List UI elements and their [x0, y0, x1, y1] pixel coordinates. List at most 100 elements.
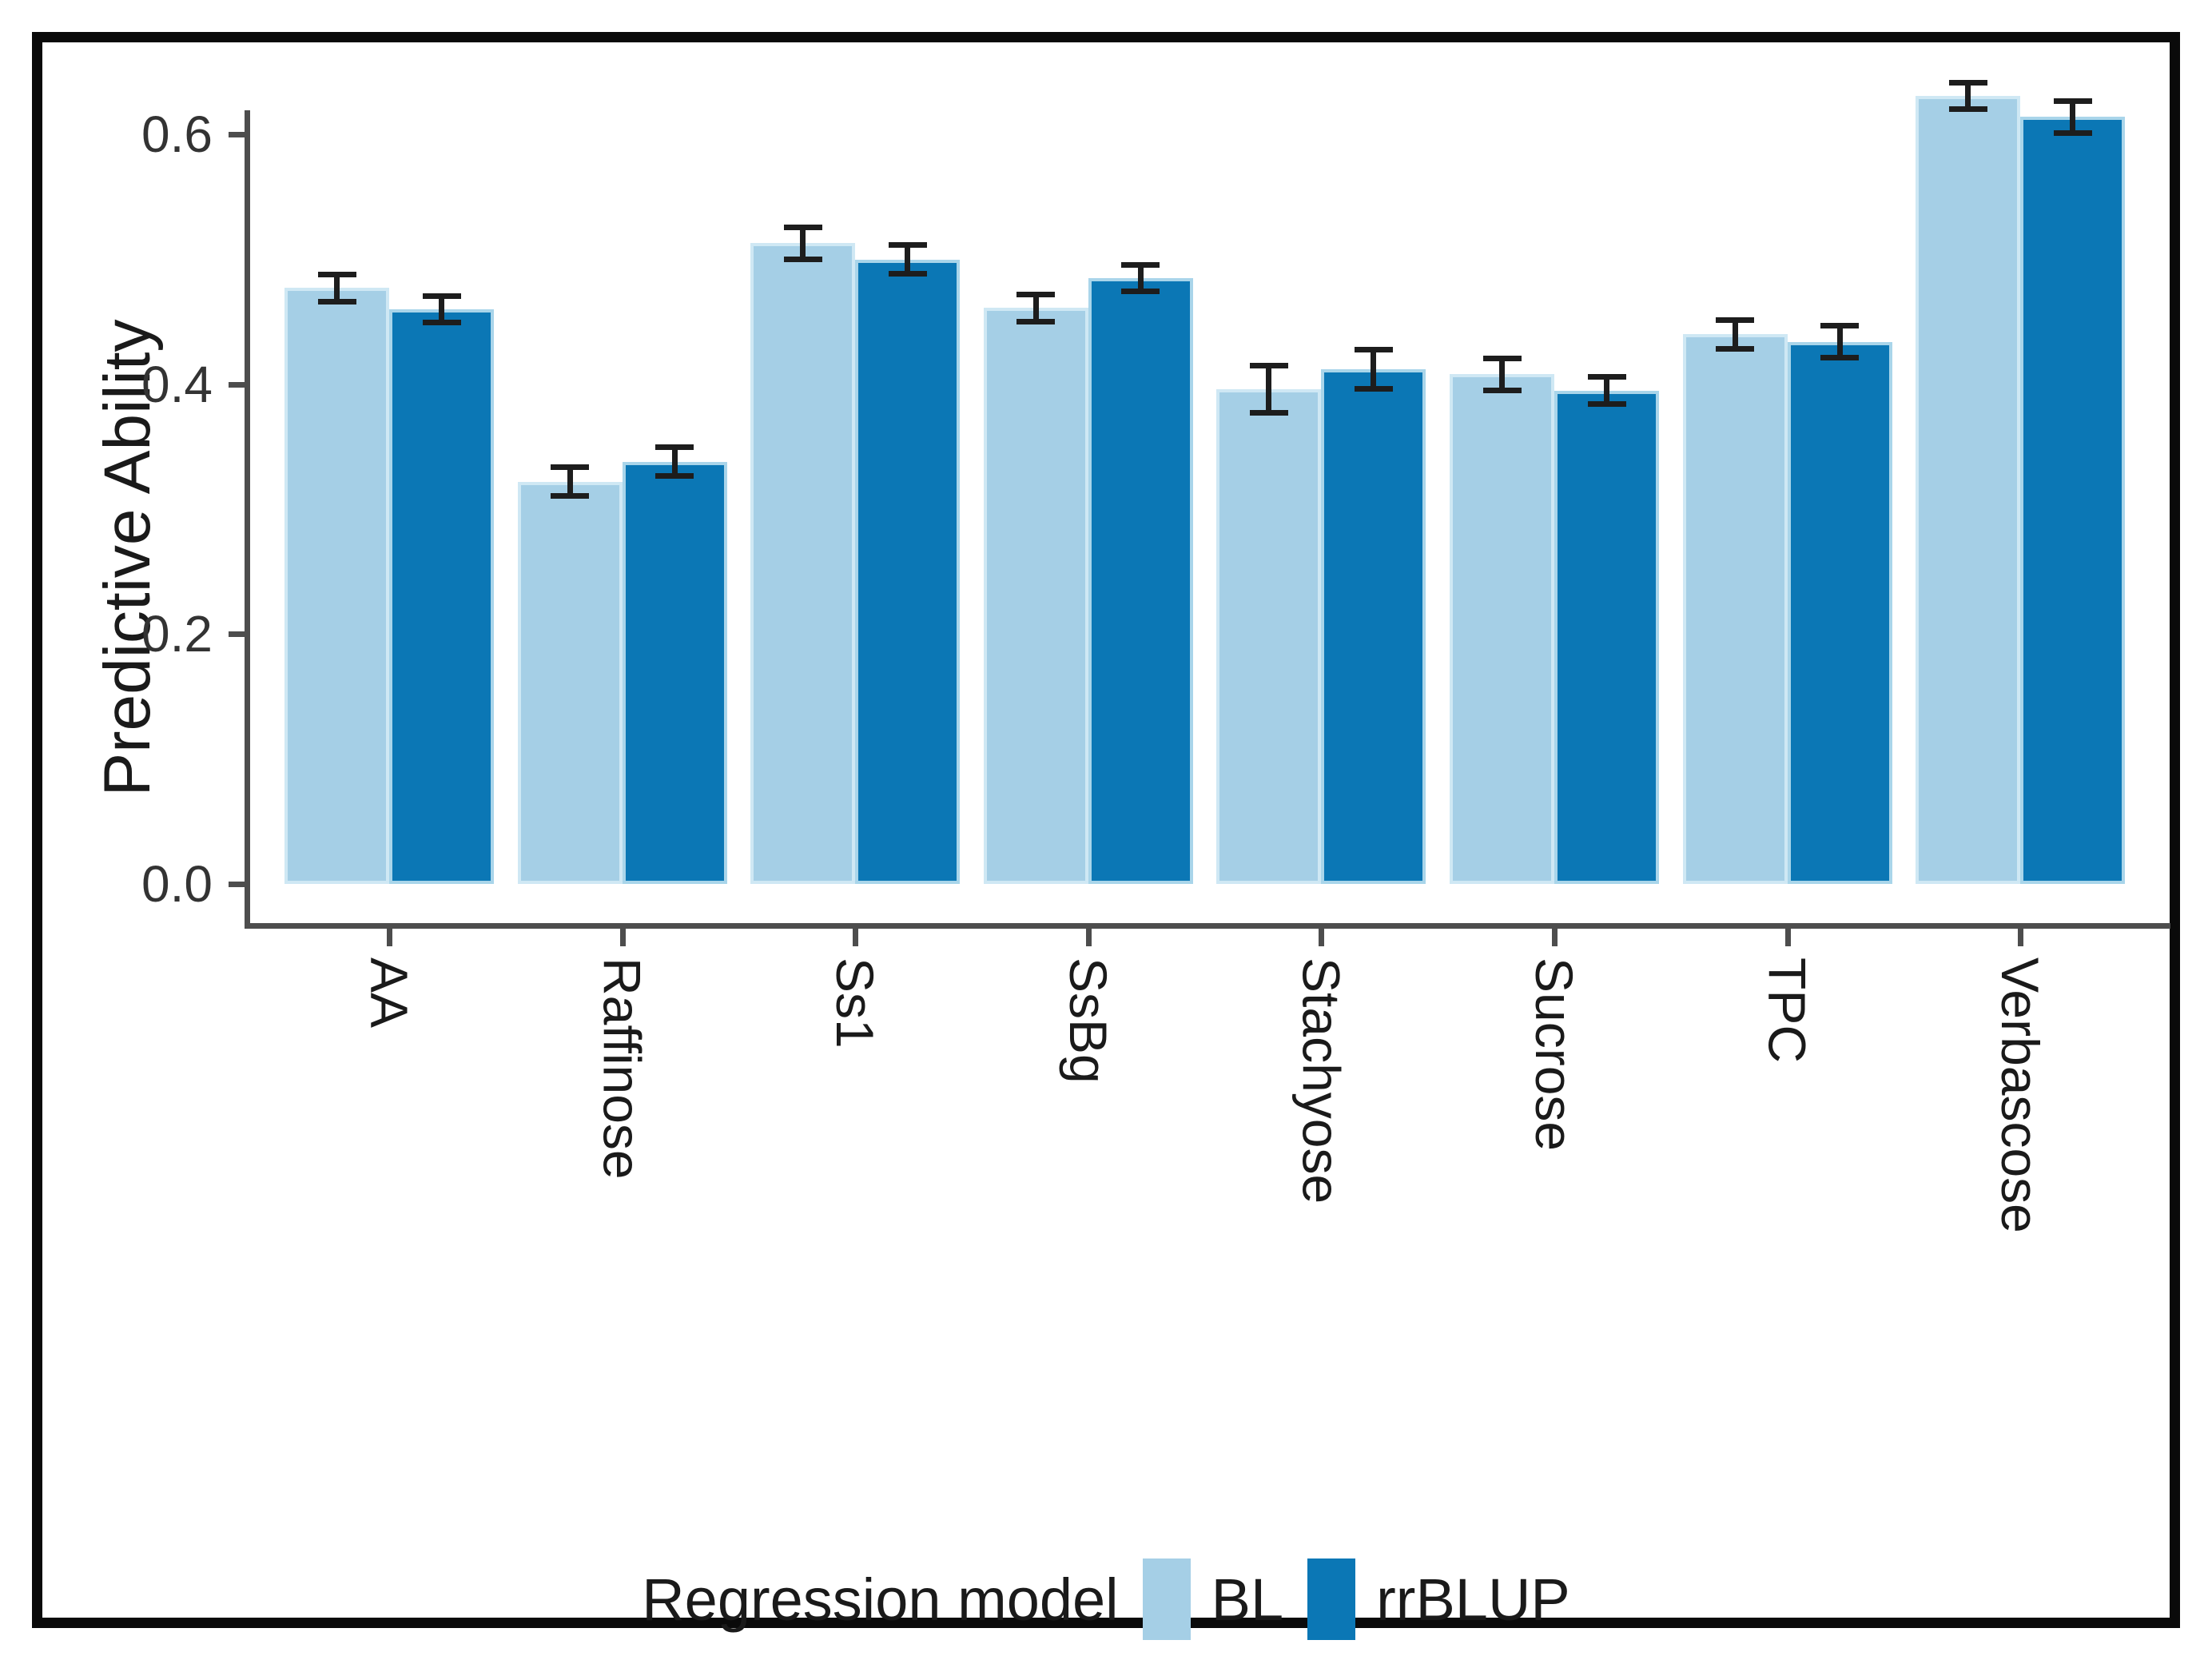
- x-axis-category-label: Verbascose: [1991, 957, 2051, 1233]
- y-axis-tick-label: 0.4: [141, 355, 213, 413]
- error-bar-cap-top: [1587, 374, 1626, 380]
- x-axis-tick: [1085, 929, 1092, 946]
- bar: [284, 288, 389, 884]
- x-axis-category-label: Ss1: [826, 957, 885, 1049]
- error-bar-cap-top: [1716, 316, 1755, 323]
- error-bar-line: [905, 244, 911, 275]
- x-axis-tick: [619, 929, 626, 946]
- error-bar-line: [2070, 100, 2076, 133]
- x-axis-tick: [1552, 929, 1558, 946]
- legend-title: Regression model: [642, 1566, 1119, 1633]
- bar: [517, 481, 623, 884]
- error-bar-cap-top: [1249, 363, 1288, 369]
- error-bar-cap-top: [1354, 347, 1393, 353]
- error-bar-cap-top: [783, 224, 822, 230]
- legend-item-bl: BL: [1142, 1558, 1284, 1640]
- x-axis-tick: [853, 929, 859, 946]
- error-bar-cap-bottom: [1482, 387, 1522, 393]
- bar: [1321, 369, 1426, 884]
- error-bar-cap-bottom: [655, 473, 694, 480]
- y-axis-tick: [229, 132, 245, 138]
- x-axis-line: [245, 923, 2170, 929]
- error-bar-line: [1032, 294, 1039, 322]
- bar: [983, 308, 1088, 884]
- error-bar-line: [1137, 264, 1144, 293]
- error-bar-cap-bottom: [1121, 289, 1160, 295]
- y-axis-tick-label: 0.2: [141, 605, 213, 663]
- error-bar-cap-top: [1121, 261, 1160, 268]
- legend-swatch-rrblup: [1307, 1558, 1356, 1640]
- error-bar-line: [1371, 349, 1377, 390]
- legend-swatch-bl: [1142, 1558, 1191, 1640]
- error-bar-cap-bottom: [1948, 105, 1987, 112]
- error-bar-line: [671, 446, 678, 477]
- bar: [1682, 334, 1788, 884]
- y-axis-tick: [229, 381, 245, 388]
- error-bar-cap-top: [655, 444, 694, 450]
- error-bar-cap-bottom: [1587, 400, 1626, 407]
- x-axis-category-label: TPC: [1757, 957, 1817, 1063]
- bar: [1088, 277, 1193, 884]
- error-bar-line: [1732, 319, 1738, 350]
- y-axis-tick-label: 0.6: [141, 105, 213, 164]
- bar: [855, 259, 961, 884]
- error-bar-line: [334, 274, 340, 302]
- error-bar-cap-bottom: [317, 298, 356, 305]
- bar: [1916, 95, 2021, 884]
- figure-border-frame: Predictive Ability 0.0 0.2 0.4 0.6 AA Raffino…: [32, 32, 2180, 1640]
- x-axis-category-label: SsBg: [1058, 957, 1118, 1084]
- bar: [389, 309, 494, 884]
- x-axis-tick: [2018, 929, 2024, 946]
- bar: [1554, 390, 1659, 884]
- error-bar-cap-top: [1948, 79, 1987, 86]
- error-bar-cap-top: [317, 272, 356, 278]
- error-bar-cap-top: [888, 241, 927, 248]
- bar: [2020, 117, 2126, 884]
- x-axis-category-label: Sucrose: [1525, 957, 1584, 1152]
- error-bar-cap-bottom: [422, 320, 461, 326]
- legend-item-rrblup: rrBLUP: [1307, 1558, 1570, 1640]
- error-bar-cap-top: [422, 293, 461, 299]
- x-axis-tick: [1319, 929, 1325, 946]
- error-bar-cap-bottom: [783, 256, 822, 262]
- bar: [1787, 341, 1892, 884]
- x-axis-tick: [387, 929, 392, 946]
- error-bar-cap-bottom: [2053, 129, 2092, 136]
- error-bar-line: [1836, 325, 1843, 358]
- error-bar-line: [1604, 376, 1609, 404]
- error-bar-line: [800, 226, 806, 260]
- error-bar-cap-bottom: [1716, 346, 1755, 352]
- error-bar-cap-bottom: [1016, 318, 1056, 324]
- x-axis-tick: [1784, 929, 1791, 946]
- error-bar-cap-bottom: [1249, 409, 1288, 416]
- error-bar-line: [1965, 82, 1971, 109]
- x-axis-category-label: AA: [360, 957, 419, 1029]
- bar: [1216, 389, 1322, 884]
- error-bar-cap-top: [1482, 355, 1522, 361]
- bar: [750, 243, 856, 884]
- error-bar-cap-bottom: [888, 271, 927, 277]
- error-bar-cap-top: [2053, 98, 2092, 104]
- y-axis-tick: [229, 882, 245, 887]
- x-axis-category-label: Stachyose: [1291, 957, 1351, 1204]
- legend-label-bl: BL: [1211, 1566, 1284, 1633]
- legend: Regression model BL rrBLUP: [85, 1543, 2127, 1655]
- legend-label-rrblup: rrBLUP: [1376, 1566, 1570, 1633]
- y-axis-tick: [229, 631, 245, 638]
- x-axis-category-label: Raffinose: [592, 957, 652, 1180]
- bar: [622, 461, 727, 884]
- bar: [1450, 374, 1554, 884]
- error-bar-cap-bottom: [1354, 386, 1393, 392]
- error-bar-line: [1266, 365, 1272, 413]
- y-axis-line: [245, 110, 250, 929]
- error-bar-line: [439, 295, 444, 324]
- error-bar-cap-bottom: [551, 493, 590, 500]
- error-bar-cap-top: [1820, 323, 1860, 329]
- error-bar-line: [567, 466, 573, 497]
- y-axis-tick-label: 0.0: [141, 855, 213, 913]
- error-bar-cap-top: [1016, 292, 1056, 298]
- error-bar-cap-bottom: [1820, 354, 1860, 360]
- error-bar-cap-top: [551, 464, 590, 470]
- error-bar-line: [1499, 357, 1505, 391]
